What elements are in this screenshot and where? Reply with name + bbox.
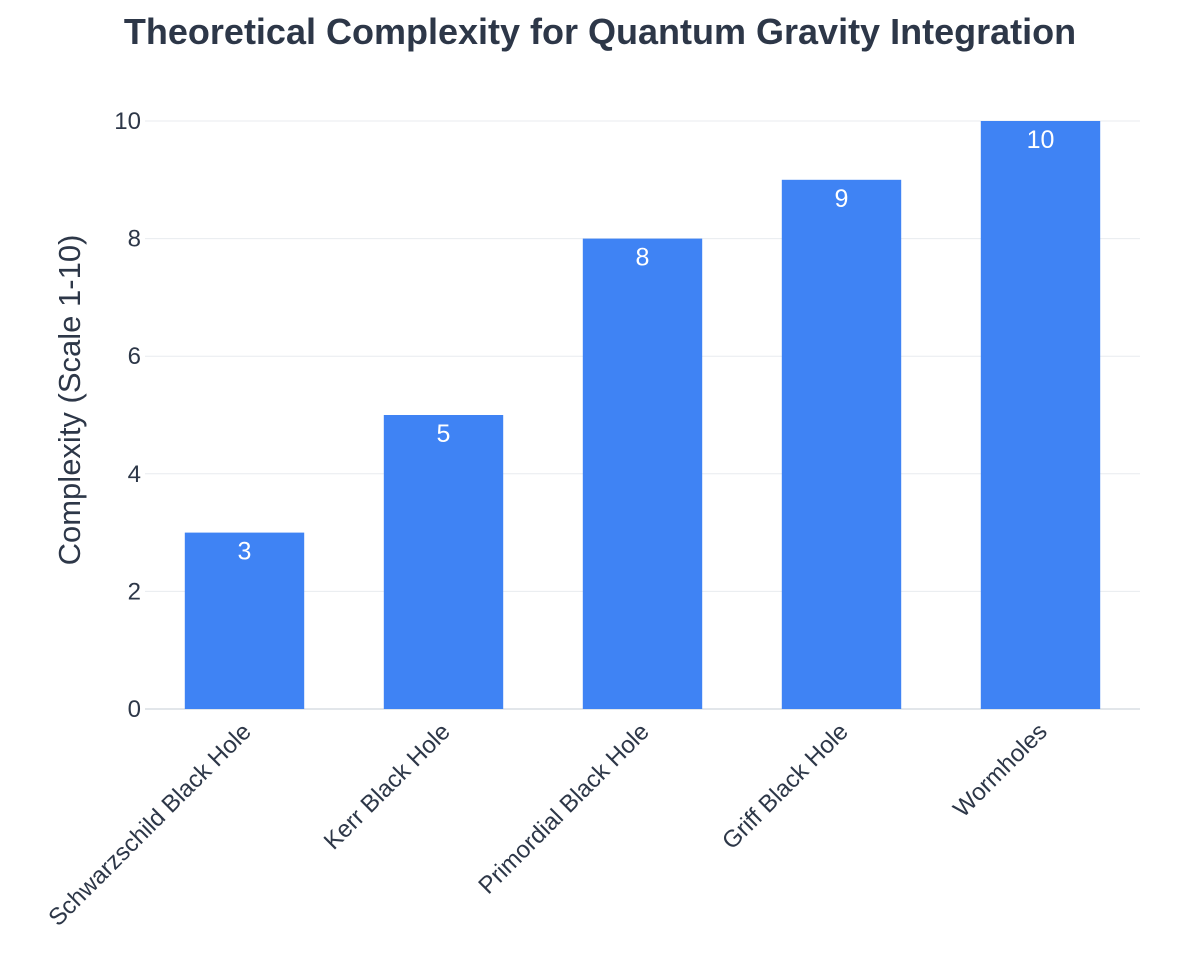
y-axis-ticks: 0 2 4 6 8 10 <box>114 108 141 723</box>
bar-value-labels: 3 5 8 9 10 <box>238 126 1055 566</box>
y-tick-label: 6 <box>128 343 141 370</box>
x-tick-label: Schwarzschild Black Hole <box>43 718 256 931</box>
y-tick-label: 2 <box>128 578 141 605</box>
y-tick-label: 10 <box>114 108 141 135</box>
bar <box>582 238 703 709</box>
x-tick-label: Griff Black Hole <box>717 718 854 855</box>
y-tick-label: 0 <box>128 696 141 723</box>
bar <box>184 532 305 709</box>
x-tick-label: Primordial Black Hole <box>473 718 654 899</box>
x-tick-label: Kerr Black Hole <box>319 718 456 855</box>
x-tick-label: Wormholes <box>948 718 1053 823</box>
bars <box>184 121 1101 710</box>
y-tick-label: 8 <box>128 226 141 253</box>
bar <box>383 415 504 709</box>
chart-title: Theoretical Complexity for Quantum Gravi… <box>123 11 1077 52</box>
y-axis-title: Complexity (Scale 1-10) <box>52 235 87 566</box>
bar-value-label: 5 <box>437 420 451 448</box>
bar-value-label: 10 <box>1027 126 1055 154</box>
bar-value-label: 3 <box>238 538 252 566</box>
bar <box>781 179 902 710</box>
bar <box>980 121 1101 709</box>
x-axis-ticks: Schwarzschild Black Hole Kerr Black Hole P… <box>43 718 1052 931</box>
bar-value-label: 8 <box>636 244 650 272</box>
bar-value-label: 9 <box>835 185 849 213</box>
y-tick-label: 4 <box>128 461 141 488</box>
